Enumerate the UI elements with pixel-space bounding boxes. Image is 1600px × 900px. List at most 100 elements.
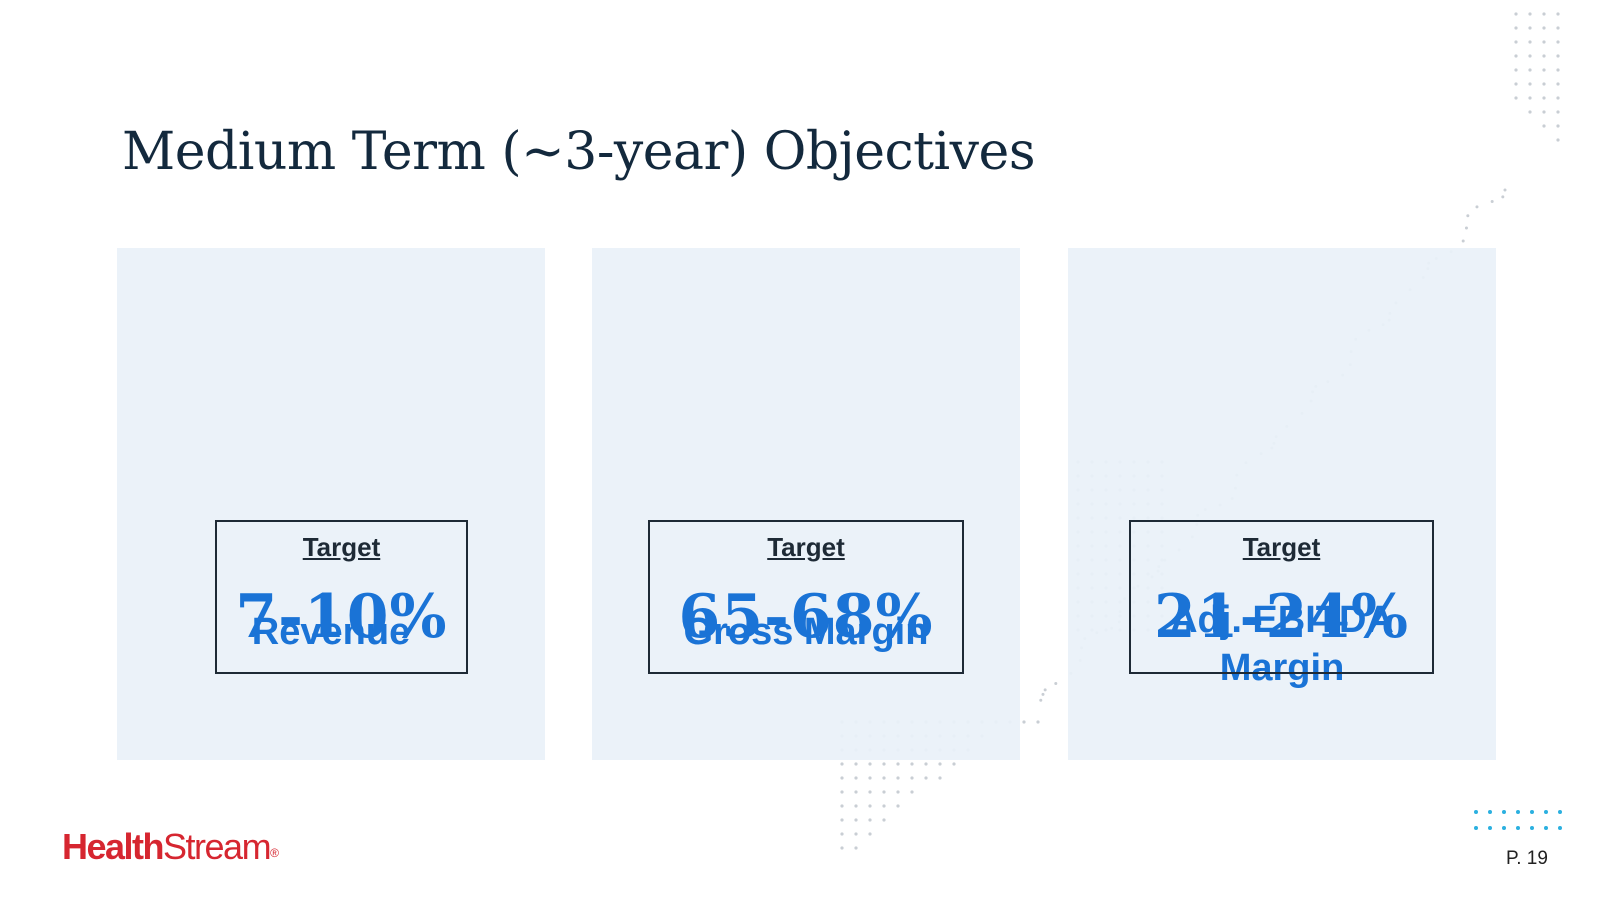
decorative-dot: [1514, 54, 1518, 58]
decorative-dot: [1516, 810, 1520, 814]
decorative-dot: [1036, 720, 1040, 724]
decorative-dot: [1528, 54, 1532, 58]
decorative-dot: [1502, 810, 1506, 814]
card-revenue: Revenue Target 7-10%: [117, 248, 545, 760]
target-box-adj-ebitda-margin: Target 21-24%: [1129, 520, 1434, 674]
page-title: Medium Term (~3-year) Objectives: [122, 122, 1036, 182]
decorative-dot: [1039, 698, 1043, 702]
decorative-dot: [854, 832, 858, 836]
decorative-dot: [1528, 12, 1532, 16]
decorative-dot: [1514, 12, 1518, 16]
decorative-dot: [1542, 40, 1546, 44]
decorative-dot: [1528, 110, 1532, 114]
decorative-dot: [1043, 688, 1047, 692]
decorative-dot: [1475, 205, 1479, 209]
decorative-dot: [868, 832, 872, 836]
logo-stream-text: Stream: [163, 826, 272, 867]
decorative-dot: [854, 762, 858, 766]
card-gross-margin: Gross Margin Target 65-68%: [592, 248, 1020, 760]
card-label-line: Gross Margin: [683, 611, 929, 653]
decorative-dot: [840, 846, 844, 850]
card-label-gross-margin: Gross Margin: [592, 608, 1020, 656]
decorative-dot: [910, 790, 914, 794]
decorative-dot: [1556, 26, 1560, 30]
decorative-dot: [1542, 124, 1546, 128]
decorative-dot: [910, 762, 914, 766]
decorative-dot: [1530, 810, 1534, 814]
decorative-dot: [1542, 12, 1546, 16]
card-label-line: Margin: [1219, 647, 1345, 689]
decorative-dot: [1542, 68, 1546, 72]
target-label: Target: [767, 532, 845, 562]
decorative-dot: [1514, 82, 1518, 86]
decorative-dot: [868, 818, 872, 822]
decorative-dot: [1528, 26, 1532, 30]
decorative-dot: [1022, 720, 1026, 724]
decorative-dot: [882, 804, 886, 808]
decorative-dot: [1503, 188, 1507, 192]
decorative-dot: [868, 790, 872, 794]
decorative-dot: [840, 790, 844, 794]
decorative-dot: [1528, 68, 1532, 72]
decorative-dot: [896, 776, 900, 780]
decorative-dot: [1542, 54, 1546, 58]
decorative-dot: [1556, 138, 1560, 142]
decorative-dot: [840, 776, 844, 780]
logo-health-text: Health: [62, 826, 165, 867]
decorative-dot: [840, 804, 844, 808]
decorative-dot: [868, 776, 872, 780]
card-label-revenue: Revenue: [117, 608, 545, 656]
decorative-dot: [868, 762, 872, 766]
decorative-dot: [1514, 26, 1518, 30]
decorative-dot: [910, 776, 914, 780]
decorative-dot: [854, 790, 858, 794]
decorative-dot: [1474, 810, 1478, 814]
decorative-dot: [854, 776, 858, 780]
target-value-gross-margin: 65-68%: [678, 582, 934, 652]
decorative-dot: [1544, 810, 1548, 814]
decorative-dot: [1556, 124, 1560, 128]
decorative-dot: [1542, 96, 1546, 100]
decorative-dot: [1466, 214, 1470, 218]
target-box-gross-margin: Target 65-68%: [648, 520, 964, 674]
decorative-dot: [854, 818, 858, 822]
card-label-line: Revenue: [251, 611, 411, 653]
card-label-adj-ebitda-margin: Adj. EBITDA Margin: [1068, 596, 1496, 692]
decorative-dot: [1556, 54, 1560, 58]
decorative-dot: [924, 762, 928, 766]
target-label: Target: [302, 532, 381, 562]
decorative-dot: [896, 804, 900, 808]
decorative-dot: [1516, 826, 1520, 830]
decorative-dot: [938, 776, 942, 780]
decorative-dot: [854, 804, 858, 808]
decorative-dot: [1542, 110, 1546, 114]
target-label: Target: [1242, 532, 1321, 562]
decorative-dot: [1488, 810, 1492, 814]
decorative-dot: [1556, 40, 1560, 44]
decorative-dot: [938, 762, 942, 766]
decorative-dot: [1558, 826, 1562, 830]
decorative-dot: [896, 790, 900, 794]
decorative-dot: [1528, 82, 1532, 86]
decorative-dot: [1542, 82, 1546, 86]
decorative-dot: [1556, 82, 1560, 86]
decorative-dot: [868, 804, 872, 808]
decorative-dot: [1501, 195, 1505, 199]
decorative-dot: [1464, 226, 1468, 230]
target-value-adj-ebitda-margin: 21-24%: [1154, 582, 1409, 652]
decorative-dot: [882, 776, 886, 780]
decorative-dot: [882, 762, 886, 766]
decorative-dot: [924, 776, 928, 780]
decorative-dot: [1461, 239, 1465, 243]
decorative-dot: [882, 790, 886, 794]
decorative-dot: [882, 818, 886, 822]
decorative-dot: [1556, 68, 1560, 72]
decorative-dot: [840, 818, 844, 822]
decorative-dot: [1514, 68, 1518, 72]
decorative-dot: [1502, 826, 1506, 830]
decorative-dot: [1544, 826, 1548, 830]
decorative-dot: [1514, 40, 1518, 44]
decorative-dot: [1474, 826, 1478, 830]
decorative-dot: [1556, 110, 1560, 114]
logo-registered-mark: ®: [270, 846, 279, 860]
